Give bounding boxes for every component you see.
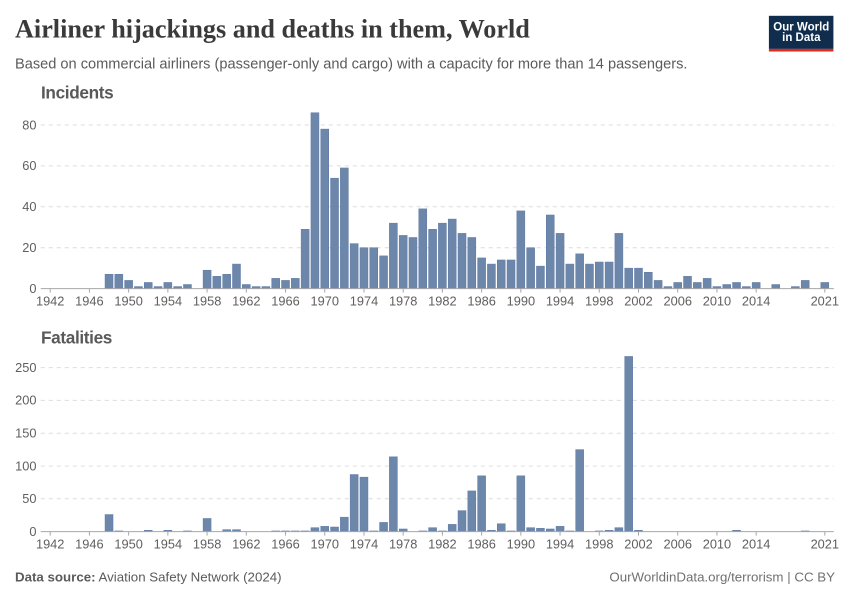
svg-text:60: 60 <box>22 158 36 173</box>
svg-text:80: 80 <box>22 117 36 132</box>
svg-text:Our World: Our World <box>773 22 829 34</box>
svg-text:1966: 1966 <box>271 294 299 309</box>
svg-text:1990: 1990 <box>507 294 535 309</box>
svg-text:50: 50 <box>22 491 36 506</box>
svg-text:1998: 1998 <box>585 294 613 309</box>
svg-text:2014: 2014 <box>742 537 770 552</box>
svg-text:40: 40 <box>22 199 36 214</box>
svg-text:2021: 2021 <box>811 537 839 552</box>
svg-text:1962: 1962 <box>232 294 260 309</box>
svg-text:1958: 1958 <box>193 294 221 309</box>
svg-text:Data source: Aviation Safety N: Data source: Aviation Safety Network (20… <box>15 570 282 585</box>
svg-text:in Data: in Data <box>782 32 821 44</box>
svg-text:1946: 1946 <box>75 294 103 309</box>
svg-text:2006: 2006 <box>663 294 691 309</box>
svg-text:2014: 2014 <box>742 294 770 309</box>
svg-text:1982: 1982 <box>428 537 456 552</box>
svg-text:1986: 1986 <box>467 294 495 309</box>
svg-text:1998: 1998 <box>585 537 613 552</box>
svg-text:1950: 1950 <box>114 537 142 552</box>
svg-text:1990: 1990 <box>507 537 535 552</box>
svg-text:1970: 1970 <box>311 294 339 309</box>
svg-text:1970: 1970 <box>311 537 339 552</box>
svg-text:1954: 1954 <box>154 294 182 309</box>
svg-text:20: 20 <box>22 240 36 255</box>
svg-text:2010: 2010 <box>703 537 731 552</box>
svg-text:1982: 1982 <box>428 294 456 309</box>
svg-text:1978: 1978 <box>389 294 417 309</box>
svg-text:Based on commercial airliners: Based on commercial airliners (passenger… <box>15 57 687 73</box>
svg-text:0: 0 <box>29 281 36 296</box>
svg-text:2021: 2021 <box>811 294 839 309</box>
svg-text:1966: 1966 <box>271 537 299 552</box>
svg-text:200: 200 <box>15 393 36 408</box>
svg-text:1942: 1942 <box>36 294 64 309</box>
svg-text:1974: 1974 <box>350 537 378 552</box>
svg-text:1950: 1950 <box>114 294 142 309</box>
svg-text:1946: 1946 <box>75 537 103 552</box>
svg-text:Airliner hijackings and deaths: Airliner hijackings and deaths in them, … <box>15 15 530 44</box>
svg-text:Incidents: Incidents <box>41 83 113 103</box>
svg-text:100: 100 <box>15 458 36 473</box>
svg-text:1994: 1994 <box>546 294 574 309</box>
svg-text:1978: 1978 <box>389 537 417 552</box>
svg-text:150: 150 <box>15 426 36 441</box>
svg-text:Fatalities: Fatalities <box>41 328 112 348</box>
svg-text:1942: 1942 <box>36 537 64 552</box>
svg-text:2002: 2002 <box>624 537 652 552</box>
svg-text:1954: 1954 <box>154 537 182 552</box>
svg-text:2010: 2010 <box>703 294 731 309</box>
svg-text:1962: 1962 <box>232 537 260 552</box>
svg-text:1994: 1994 <box>546 537 574 552</box>
svg-text:OurWorldinData.org/terrorism |: OurWorldinData.org/terrorism | CC BY <box>609 570 835 585</box>
svg-text:2006: 2006 <box>663 537 691 552</box>
svg-text:250: 250 <box>15 360 36 375</box>
svg-text:1986: 1986 <box>467 537 495 552</box>
svg-text:1974: 1974 <box>350 294 378 309</box>
svg-text:1958: 1958 <box>193 537 221 552</box>
svg-text:0: 0 <box>29 524 36 539</box>
svg-text:2002: 2002 <box>624 294 652 309</box>
